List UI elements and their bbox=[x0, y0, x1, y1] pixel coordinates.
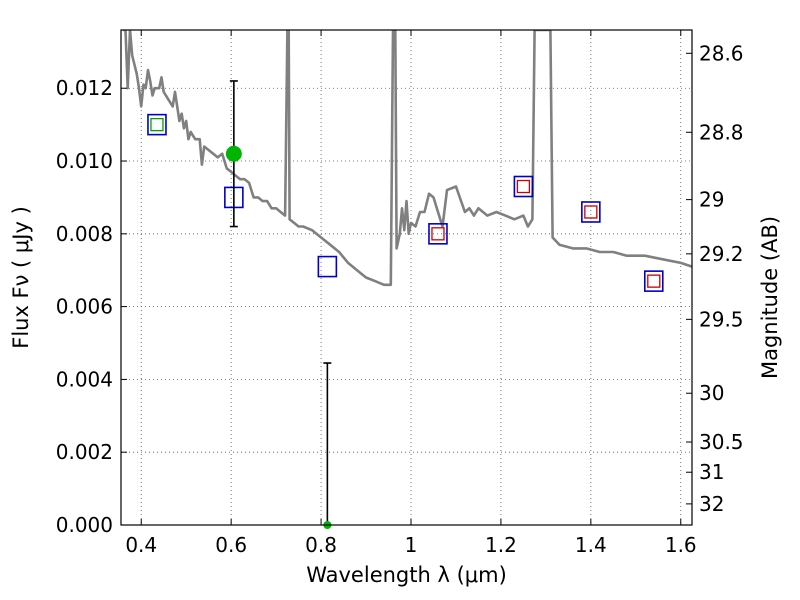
y-tick-label: 0.002 bbox=[56, 440, 113, 464]
observed-flux-box bbox=[647, 274, 661, 288]
magnitude-tick-label: 30.5 bbox=[699, 430, 744, 454]
magnitude-tick-label: 29 bbox=[699, 188, 724, 212]
y-tick-label: 0.008 bbox=[56, 222, 113, 246]
magnitude-tick-label: 29.5 bbox=[699, 307, 744, 331]
x-tick-label: 1.2 bbox=[485, 533, 517, 557]
x-tick-label: 0.4 bbox=[125, 533, 157, 557]
model-flux-box bbox=[317, 255, 338, 278]
plot-frame bbox=[120, 29, 693, 526]
x-tick-label: 0.6 bbox=[215, 533, 247, 557]
model-flux-box bbox=[147, 113, 167, 136]
right-axis-label: Magnitude (AB) bbox=[758, 216, 782, 379]
model-flux-box bbox=[428, 223, 448, 245]
x-tick-label: 1.6 bbox=[665, 533, 697, 557]
observed-flux-box bbox=[584, 205, 598, 219]
x-tick-label: 0.8 bbox=[305, 533, 337, 557]
x-axis-label: Wavelength λ (μm) bbox=[306, 563, 507, 587]
sed-model-curve bbox=[123, 30, 692, 287]
observed-flux-box bbox=[431, 227, 445, 241]
magnitude-tick-label: 31 bbox=[699, 460, 724, 484]
photometry-layer bbox=[147, 80, 664, 529]
observed-flux-box bbox=[516, 179, 531, 194]
magnitude-tick-label: 32 bbox=[699, 492, 724, 516]
axis-ticks: 0.4 0.6 0.8 1 1.2 1.4 1.6 0.000 0.002 0.004 0.006 0… bbox=[56, 30, 744, 557]
sed-model-layer bbox=[123, 30, 692, 287]
model-flux-box bbox=[643, 270, 664, 292]
detection-point bbox=[225, 145, 242, 162]
y-tick-label: 0.000 bbox=[56, 513, 113, 537]
x-tick-label: 1 bbox=[405, 533, 418, 557]
model-flux-box bbox=[581, 201, 601, 223]
magnitude-tick-label: 28.6 bbox=[699, 41, 744, 65]
y-tick-label: 0.006 bbox=[56, 295, 113, 319]
model-flux-box bbox=[513, 175, 534, 198]
y-tick-label: 0.012 bbox=[56, 76, 113, 100]
observed-flux-box bbox=[150, 117, 164, 132]
x-tick-label: 1.4 bbox=[575, 533, 607, 557]
magnitude-tick-label: 30 bbox=[699, 381, 724, 405]
y-tick-label: 0.004 bbox=[56, 367, 113, 391]
magnitude-tick-label: 28.8 bbox=[699, 120, 744, 144]
y-axis-label: Flux Fν ( μJy ) bbox=[9, 206, 33, 349]
y-tick-label: 0.010 bbox=[56, 149, 113, 173]
grid-lines bbox=[121, 30, 692, 526]
magnitude-tick-label: 29.2 bbox=[699, 242, 744, 266]
